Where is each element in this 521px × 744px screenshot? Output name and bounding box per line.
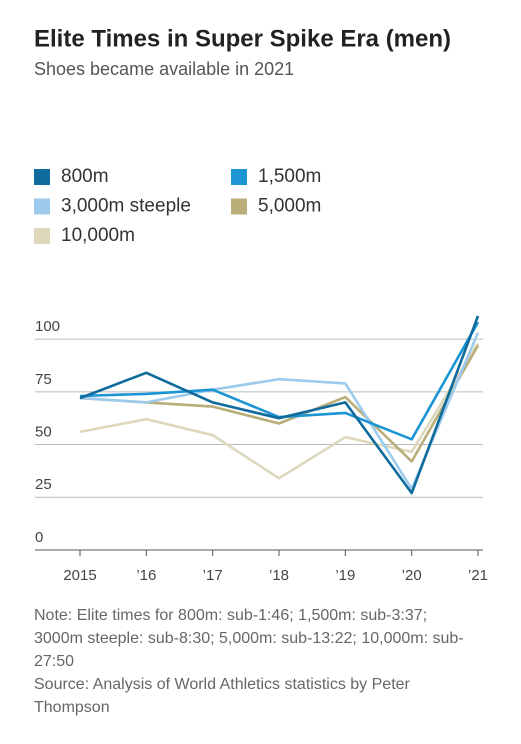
source: Source: Analysis of World Athletics stat… xyxy=(34,676,410,716)
x-tick-label: ’19 xyxy=(335,567,355,584)
legend-swatch xyxy=(34,198,50,215)
x-tick-label: ’18 xyxy=(269,567,289,584)
legend-label: 1,500m xyxy=(258,166,321,187)
x-tick-label: ’20 xyxy=(402,567,422,584)
legend-label: 800m xyxy=(61,166,109,187)
notes: Note: Elite times for 800m: sub-1:46; 1,… xyxy=(34,604,474,719)
y-tick-label: 50 xyxy=(35,424,52,441)
series-line xyxy=(79,315,480,495)
note: Note: Elite times for 800m: sub-1:46; 1,… xyxy=(34,607,464,670)
chart-subtitle: Shoes became available in 2021 xyxy=(34,59,294,79)
legend-swatch xyxy=(231,169,247,185)
x-tick-label: ’16 xyxy=(136,567,156,584)
legend-label: 10,000m xyxy=(61,225,135,246)
x-tick-label: ’17 xyxy=(203,567,223,584)
chart-title: Elite Times in Super Spike Era (men) xyxy=(34,25,451,52)
y-tick-label: 100 xyxy=(35,318,60,335)
y-tick-label: 75 xyxy=(35,371,52,388)
legend-swatch xyxy=(34,169,50,185)
x-tick-label: ’21 xyxy=(468,567,488,584)
series-line xyxy=(79,332,480,491)
series-line xyxy=(79,344,480,463)
y-tick-label: 0 xyxy=(35,529,43,546)
y-tick-label: 25 xyxy=(35,476,52,493)
x-tick-label: 2015 xyxy=(63,567,96,584)
chart: Elite Times in Super Spike Era (men) Sho… xyxy=(34,25,488,584)
legend-swatch xyxy=(231,198,247,215)
legend-label: 5,000m xyxy=(258,196,321,217)
legend-label: 3,000m steeple xyxy=(61,196,191,217)
legend-swatch xyxy=(34,228,50,244)
series-line xyxy=(79,342,480,480)
